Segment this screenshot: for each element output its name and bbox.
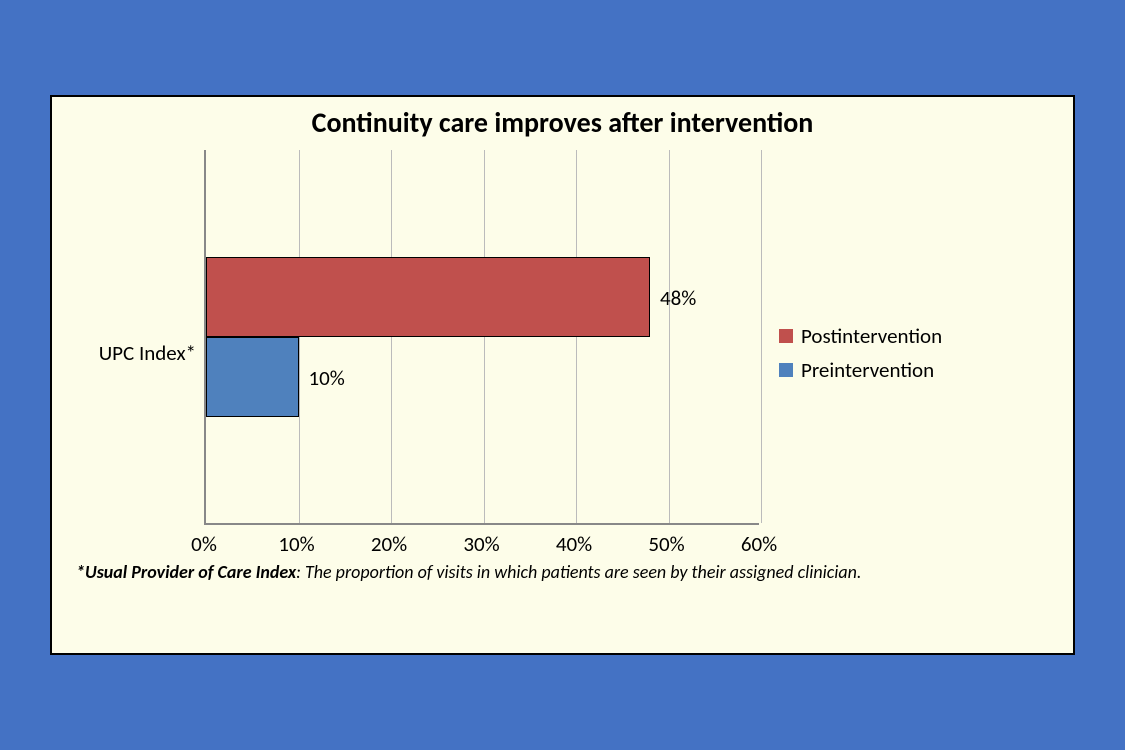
chart-card: Continuity care improves after intervent… bbox=[50, 95, 1075, 655]
gridline bbox=[669, 150, 670, 523]
page-background: Continuity care improves after intervent… bbox=[0, 0, 1125, 750]
x-tick-label: 40% bbox=[556, 531, 592, 557]
footnote: *Usual Provider of Care Index: The propo… bbox=[66, 555, 1059, 593]
category-label: UPC Index* bbox=[99, 340, 196, 366]
x-tick-label: 30% bbox=[463, 531, 499, 557]
bar-postintervention bbox=[206, 257, 650, 337]
footnote-rest: : The proportion of visits in which pati… bbox=[296, 561, 861, 583]
plot-area: 48% 10% bbox=[204, 150, 759, 525]
bar-label-postintervention: 48% bbox=[660, 285, 696, 311]
legend: Postintervention Preintervention bbox=[759, 165, 942, 540]
x-tick-label: 60% bbox=[741, 531, 777, 557]
legend-label: Preintervention bbox=[801, 357, 934, 383]
x-tick-label: 20% bbox=[371, 531, 407, 557]
y-axis-label-col: UPC Index* bbox=[66, 165, 204, 540]
legend-item-preintervention: Preintervention bbox=[779, 357, 942, 383]
legend-item-postintervention: Postintervention bbox=[779, 323, 942, 349]
legend-label: Postintervention bbox=[801, 323, 942, 349]
legend-swatch bbox=[779, 329, 793, 343]
bar-preintervention bbox=[206, 337, 299, 417]
footnote-lead: *Usual Provider of Care Index bbox=[76, 561, 296, 583]
x-axis-ticks: 0%10%20%30%40%50%60% bbox=[204, 525, 759, 555]
legend-swatch bbox=[779, 363, 793, 377]
chart-body: UPC Index* 48% 10% 0% 10% 20% 30% 40% 50% 60% P… bbox=[66, 150, 1059, 555]
gridline bbox=[761, 150, 762, 523]
x-tick-label: 50% bbox=[648, 531, 684, 557]
bar-label-preintervention: 10% bbox=[309, 365, 345, 391]
plot-column: 48%10% 0%10%20%30%40%50%60% bbox=[204, 150, 759, 555]
x-tick-label: 0% bbox=[191, 531, 217, 557]
x-tick-label: 10% bbox=[278, 531, 314, 557]
chart-title: Continuity care improves after intervent… bbox=[66, 105, 1059, 140]
